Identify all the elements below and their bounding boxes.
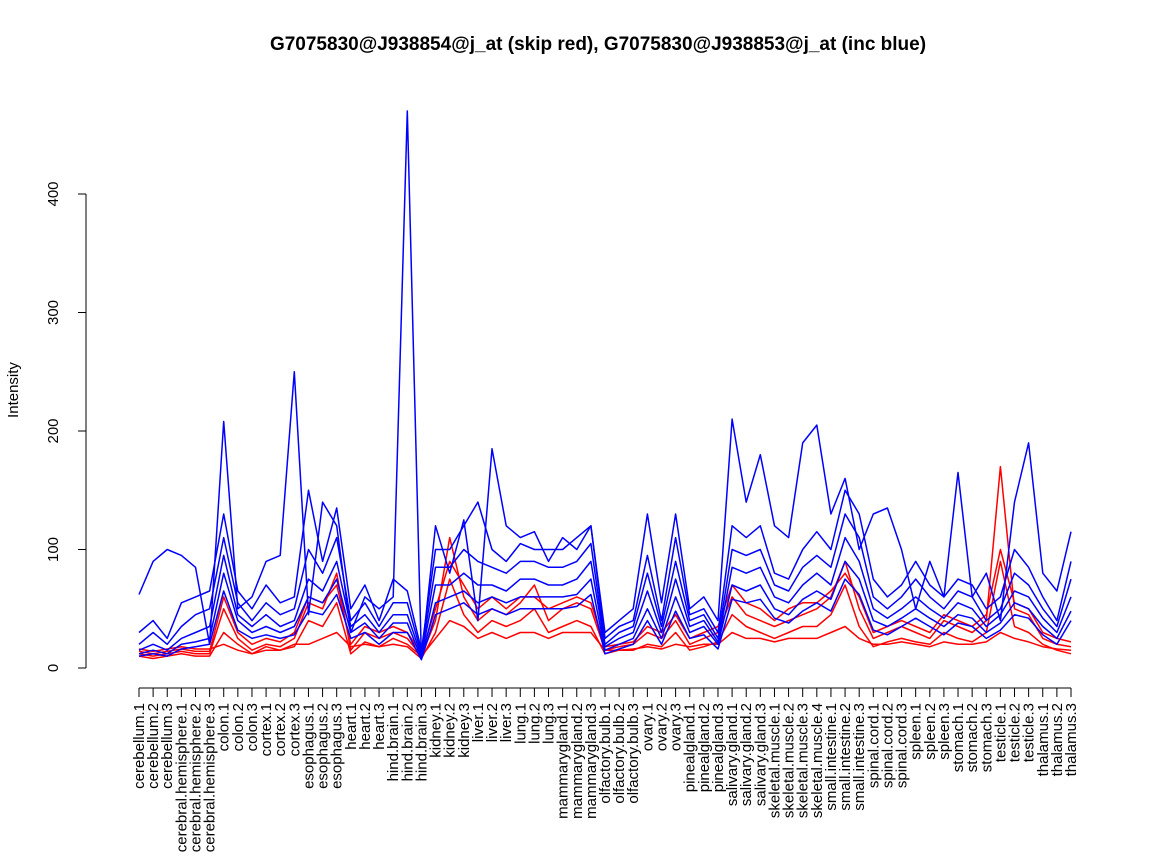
x-tick-label: cerebral.hemisphere.2 (187, 703, 204, 852)
x-tick-label: lung.2 (526, 703, 543, 744)
x-tick-label: kidney.3 (456, 703, 473, 758)
y-axis-label: Intensity (5, 362, 22, 418)
x-tick-label: spinal.cord.3 (894, 703, 911, 788)
y-tick-label: 300 (45, 300, 62, 325)
series-line-inc-9 (138, 560, 1072, 660)
x-tick-label: ovary.2 (653, 703, 670, 751)
x-tick-label: skeletal.muscle.1 (766, 703, 783, 818)
x-tick-label: cerebellum.3 (159, 703, 176, 789)
x-tick-label: skeletal.muscle.3 (795, 703, 812, 818)
x-tick-label: cerebellum.2 (145, 703, 162, 789)
y-tick-label: 400 (45, 181, 62, 206)
x-tick-label: cortex.3 (286, 703, 303, 756)
x-tick-label: spleen.2 (922, 703, 939, 760)
x-tick-label: colon.3 (244, 703, 261, 751)
x-tick-label: olfactory.bulb.1 (597, 703, 614, 804)
x-tick-label: testicle.1 (992, 703, 1009, 762)
y-axis: 0 100 200 300 400 (45, 181, 87, 672)
x-tick-label: colon.1 (216, 703, 233, 751)
x-tick-label: heart.1 (343, 703, 360, 750)
x-tick-label: pinealgland.1 (682, 703, 699, 792)
y-tick-label: 0 (45, 664, 62, 672)
x-tick-label: lung.3 (541, 703, 558, 744)
y-tick-label: 200 (45, 418, 62, 443)
x-tick-label: stomach.1 (950, 703, 967, 772)
x-tick-label: cerebellum.1 (131, 703, 148, 789)
x-tick-label: ovary.1 (639, 703, 656, 751)
x-tick-label: cortex.1 (258, 703, 275, 756)
x-tick-label: spleen.3 (936, 703, 953, 760)
x-tick-label: esophagus.3 (329, 703, 346, 789)
x-tick-label: liver.1 (470, 703, 487, 742)
x-tick-label: salivary.gland.3 (752, 703, 769, 806)
x-tick-label: liver.2 (484, 703, 501, 742)
x-tick-label: salivary.gland.1 (724, 703, 741, 806)
x-tick-label: small.intestine.2 (837, 703, 854, 811)
x-tick-label: ovary.3 (668, 703, 685, 751)
x-tick-label: skeletal.muscle.2 (781, 703, 798, 818)
x-tick-label: mammarygland.3 (583, 703, 600, 819)
x-tick-label: esophagus.1 (300, 703, 317, 789)
x-tick-label: colon.2 (230, 703, 247, 751)
x-tick-label: lung.1 (512, 703, 529, 744)
x-tick-label: cerebral.hemisphere.1 (173, 703, 190, 852)
x-tick-label: thalamus.2 (1049, 703, 1066, 776)
x-tick-label: small.intestine.3 (851, 703, 868, 811)
x-tick-label: thalamus.1 (1035, 703, 1052, 776)
x-tick-label: pinealgland.3 (710, 703, 727, 792)
x-tick-label: liver.3 (498, 703, 515, 742)
x-axis: cerebellum.1cerebellum.2cerebellum.3cere… (131, 687, 1080, 852)
x-tick-label: testicle.3 (1021, 703, 1038, 762)
x-tick-label: heart.3 (371, 703, 388, 750)
series-line-inc-6 (138, 489, 1072, 651)
x-tick-label: testicle.2 (1007, 703, 1024, 762)
x-tick-label: mammarygland.1 (555, 703, 572, 819)
x-tick-label: pinealgland.2 (696, 703, 713, 792)
x-tick-label: salivary.gland.2 (738, 703, 755, 806)
x-tick-label: small.intestine.1 (823, 703, 840, 811)
x-tick-label: thalamus.3 (1063, 703, 1080, 776)
x-tick-label: cortex.2 (272, 703, 289, 756)
series-line-inc-10 (138, 578, 1072, 661)
x-tick-label: stomach.3 (978, 703, 995, 772)
x-tick-label: hind.brain.1 (385, 703, 402, 781)
y-tick-label: 100 (45, 537, 62, 562)
x-tick-label: heart.2 (357, 703, 374, 750)
x-tick-label: skeletal.muscle.4 (809, 703, 826, 818)
chart-title: G7075830@J938854@j_at (skip red), G70758… (270, 34, 926, 55)
x-tick-label: kidney.1 (428, 703, 445, 758)
series-line-inc-5 (138, 110, 1072, 660)
x-tick-label: spinal.cord.2 (879, 703, 896, 788)
x-tick-label: kidney.2 (442, 703, 459, 758)
x-tick-label: hind.brain.2 (399, 703, 416, 781)
x-tick-label: esophagus.2 (315, 703, 332, 789)
x-tick-label: spleen.1 (908, 703, 925, 760)
series-layer (138, 110, 1072, 661)
x-tick-label: olfactory.bulb.3 (625, 703, 642, 804)
x-tick-label: olfactory.bulb.2 (611, 703, 628, 804)
x-tick-label: hind.brain.3 (413, 703, 430, 781)
x-tick-label: mammarygland.2 (569, 703, 586, 819)
x-tick-label: spinal.cord.1 (865, 703, 882, 788)
x-tick-label: stomach.2 (964, 703, 981, 772)
x-tick-label: cerebral.hemisphere.3 (202, 703, 219, 852)
